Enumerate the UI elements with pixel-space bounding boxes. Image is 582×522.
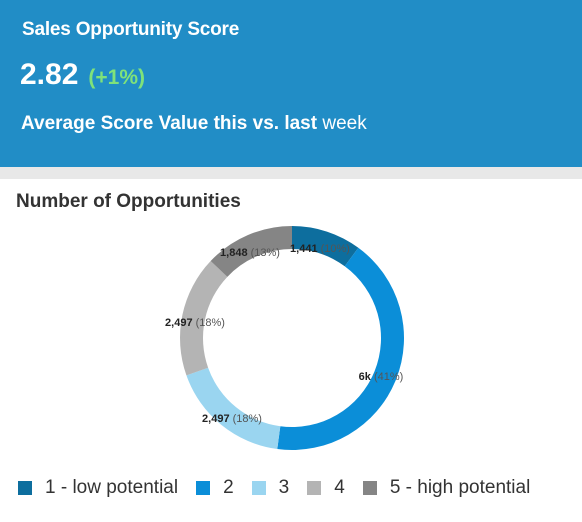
slice-value-label: 1,848	[220, 247, 248, 259]
slice-percent-label: (18%)	[230, 413, 262, 425]
legend-label: 2	[223, 477, 234, 498]
legend-label: 5 - high potential	[389, 477, 531, 498]
slice-percent-label: (10%)	[318, 243, 350, 255]
kpi-description: Average Score Value this vs. last week	[21, 113, 367, 135]
slice-label-1: 1,441 (10%)	[290, 243, 350, 255]
slice-label-2: 6k (41%)	[359, 371, 404, 383]
slice-value-label: 6k	[359, 371, 372, 383]
donut-slice-1[interactable]	[292, 226, 359, 267]
kpi-header: Sales Opportunity Score 2.82 (+1%) Avera…	[0, 0, 582, 167]
kpi-value-row: 2.82 (+1%)	[20, 58, 145, 92]
chart-title: Number of Opportunities	[16, 191, 241, 212]
slice-percent-label: (13%)	[248, 247, 280, 259]
slice-label-4: 2,497 (18%)	[165, 317, 225, 329]
kpi-description-main: Average Score Value this vs. last	[21, 113, 318, 134]
kpi-title: Sales Opportunity Score	[22, 19, 240, 40]
legend-item-5[interactable]: 5 - high potential	[362, 477, 531, 499]
legend-swatch	[251, 481, 266, 495]
legend-item-4[interactable]: 4	[307, 477, 345, 499]
slice-label-3: 2,497 (18%)	[202, 413, 262, 425]
chart-legend: 1 - low potential 2 3 4 5 - high potential	[18, 477, 548, 499]
legend-swatch	[196, 481, 211, 495]
donut-slice-5[interactable]	[210, 226, 292, 277]
slice-percent-label: (18%)	[193, 317, 225, 329]
legend-label: 4	[334, 477, 345, 498]
legend-item-3[interactable]: 3	[251, 477, 290, 499]
legend-label: 1 - low potential	[45, 477, 179, 498]
kpi-change: (+1%)	[88, 66, 145, 89]
slice-label-5: 1,848 (13%)	[220, 247, 280, 259]
section-separator	[0, 167, 582, 179]
legend-swatch	[18, 481, 32, 495]
donut-slice-2[interactable]	[277, 247, 404, 450]
donut-slice-3[interactable]	[186, 367, 281, 450]
kpi-value: 2.82	[20, 58, 79, 91]
kpi-description-tail: week	[317, 113, 367, 134]
donut-slice-4[interactable]	[179, 261, 228, 376]
legend-label: 3	[278, 477, 290, 498]
slice-value-label: 2,497	[202, 413, 230, 425]
slice-percent-label: (41%)	[371, 371, 403, 383]
legend-swatch	[362, 481, 377, 495]
legend-item-1[interactable]: 1 - low potential	[18, 477, 178, 499]
legend-swatch	[307, 481, 322, 495]
slice-value-label: 1,441	[290, 243, 318, 255]
slice-value-label: 2,497	[165, 317, 193, 329]
legend-item-2[interactable]: 2	[196, 477, 234, 499]
